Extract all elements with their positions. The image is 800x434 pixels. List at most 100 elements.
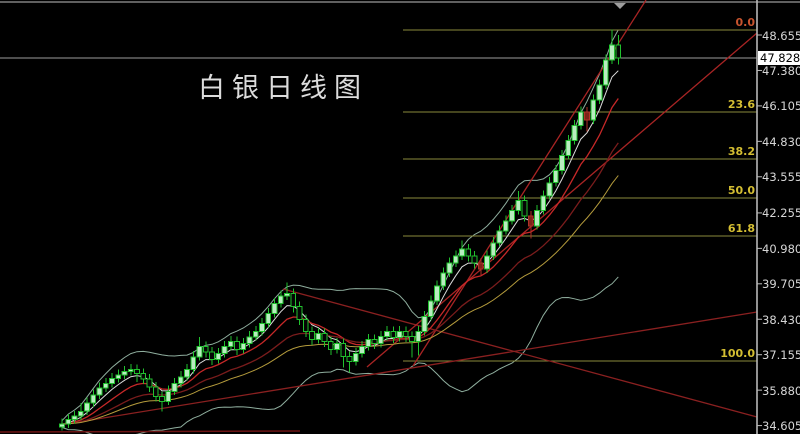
- ema-mid-red-line: [61, 98, 619, 425]
- candle: [277, 290, 284, 308]
- candle: [252, 325, 259, 341]
- candle: [159, 391, 165, 412]
- candle: [59, 418, 65, 431]
- candle: [221, 340, 228, 358]
- candle: [184, 364, 190, 381]
- candle: [227, 335, 234, 351]
- candle: [78, 402, 84, 421]
- candle: [365, 334, 371, 351]
- candle: [484, 250, 490, 274]
- candle: [215, 347, 221, 364]
- y-axis-tick-label: 35.880: [762, 383, 800, 398]
- candle: [377, 330, 384, 348]
- candle: [609, 29, 615, 64]
- candle: [477, 258, 484, 275]
- candle: [340, 338, 346, 368]
- y-axis-tick-label: 46.105: [762, 99, 800, 114]
- y-axis-tick-label: 39.705: [762, 277, 800, 292]
- candle: [352, 347, 359, 366]
- y-axis-tick-label: 48.655: [762, 28, 800, 43]
- y-axis-tick-label: 47.380: [762, 63, 800, 78]
- fractal-marker-icon: [614, 3, 626, 9]
- candle: [502, 215, 509, 235]
- fib-label-100.0: 100.0: [720, 346, 755, 360]
- y-axis-tick-label: 38.430: [762, 312, 800, 327]
- candle: [615, 35, 622, 65]
- candle: [90, 389, 97, 407]
- candle: [84, 397, 90, 416]
- candle: [65, 414, 72, 428]
- candle: [528, 210, 534, 239]
- candle: [346, 351, 353, 373]
- candle: [71, 411, 78, 424]
- candle: [190, 351, 196, 374]
- candle: [446, 257, 453, 277]
- candle: [152, 381, 159, 402]
- candle: [603, 54, 609, 90]
- fib-label-23.6: 23.6: [727, 98, 755, 111]
- descending-trendline: [282, 288, 758, 418]
- bollinger-lower-band-line: [61, 276, 619, 434]
- flat-bottom-line: [0, 430, 301, 433]
- candle: [177, 371, 184, 388]
- fib-label-61.8: 61.8: [727, 221, 755, 235]
- bollinger-upper-band-line: [61, 29, 619, 422]
- candle: [427, 295, 434, 321]
- candle: [559, 150, 565, 175]
- candle: [246, 331, 253, 348]
- candle: [440, 267, 446, 291]
- candle: [296, 301, 303, 326]
- candle: [271, 297, 278, 318]
- y-axis-tick-label: 40.980: [762, 241, 800, 256]
- candle: [302, 314, 309, 337]
- candle: [321, 328, 328, 348]
- candle: [259, 317, 265, 336]
- candle: [371, 334, 378, 349]
- candle: [534, 205, 540, 230]
- ema-fast-white-line: [61, 70, 619, 425]
- candle: [471, 250, 478, 269]
- candle: [415, 325, 421, 356]
- candle: [134, 364, 140, 382]
- candle: [115, 369, 122, 383]
- candle: [196, 336, 203, 361]
- fib-label-50.0: 50.0: [727, 184, 755, 198]
- y-axis-tick-label: 42.255: [762, 206, 800, 221]
- candle: [202, 341, 209, 358]
- candle: [565, 134, 572, 160]
- ema-long-yellow-line: [61, 175, 619, 425]
- candle: [496, 225, 503, 247]
- candle: [390, 326, 396, 344]
- y-axis-tick-label: 43.555: [762, 170, 800, 185]
- candle: [509, 205, 515, 225]
- candle: [234, 336, 240, 356]
- ascending-trendline: [59, 311, 758, 426]
- candle: [578, 106, 584, 130]
- y-axis-tick-label: 37.155: [762, 348, 800, 363]
- candle: [553, 165, 559, 187]
- candle: [171, 377, 178, 396]
- candle: [584, 107, 590, 132]
- candle: [146, 374, 153, 392]
- candle: [315, 327, 321, 344]
- candle: [121, 366, 128, 379]
- candle: [209, 346, 215, 366]
- candle: [309, 326, 315, 346]
- candle: [421, 310, 428, 336]
- candle: [434, 280, 440, 306]
- candle: [546, 177, 553, 200]
- candlesticks-layer: [59, 29, 622, 431]
- candle: [334, 337, 340, 354]
- candle: [490, 237, 496, 260]
- ema-slow-darkred-line: [61, 142, 619, 425]
- candle: [359, 340, 365, 358]
- current-price-box: 47.828: [758, 50, 800, 65]
- candle: [521, 195, 528, 222]
- candle: [571, 119, 578, 145]
- candle: [140, 368, 146, 384]
- candle: [103, 377, 109, 393]
- candle: [465, 243, 471, 262]
- candle: [590, 94, 597, 125]
